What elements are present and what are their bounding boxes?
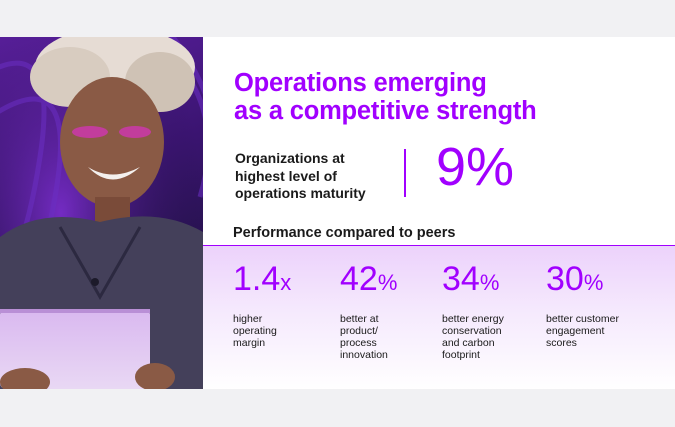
person-with-tablet-illustration bbox=[0, 37, 203, 389]
metric-value: 42% bbox=[340, 260, 398, 298]
headline: Operations emerging as a competitive str… bbox=[234, 69, 537, 125]
stat-label-line-2: highest level of bbox=[235, 167, 337, 184]
section-title: Performance compared to peers bbox=[233, 225, 456, 241]
metric-operating-margin: 1.4x higher operating margin bbox=[233, 259, 333, 349]
performance-band bbox=[203, 245, 675, 389]
metric-description: better at product/ process innovation bbox=[340, 313, 388, 361]
stat-divider bbox=[404, 149, 406, 197]
metric-energy: 34% better energy conservation and carbo… bbox=[442, 259, 542, 361]
stat-label-line-1: Organizations at bbox=[235, 150, 345, 166]
headline-line-1: Operations emerging bbox=[234, 69, 487, 97]
metric-description: better energy conservation and carbon fo… bbox=[442, 313, 504, 361]
hero-photo bbox=[0, 37, 203, 389]
metric-innovation: 42% better at product/ process innovatio… bbox=[340, 259, 440, 361]
metric-value: 34% bbox=[442, 260, 500, 298]
metric-value: 30% bbox=[546, 260, 604, 298]
metric-description: better customer engagement scores bbox=[546, 313, 619, 349]
metric-engagement: 30% better customer engagement scores bbox=[546, 259, 646, 349]
headline-line-2: as a competitive strength bbox=[234, 97, 537, 125]
metric-value: 1.4x bbox=[233, 260, 292, 298]
metric-description: higher operating margin bbox=[233, 313, 277, 349]
maturity-stat-label: Organizations at highest level of operat… bbox=[235, 150, 405, 203]
stat-label-line-3: operations maturity bbox=[235, 185, 366, 201]
maturity-stat-value: 9% bbox=[436, 137, 515, 197]
infographic-card: Operations emerging as a competitive str… bbox=[0, 37, 675, 389]
